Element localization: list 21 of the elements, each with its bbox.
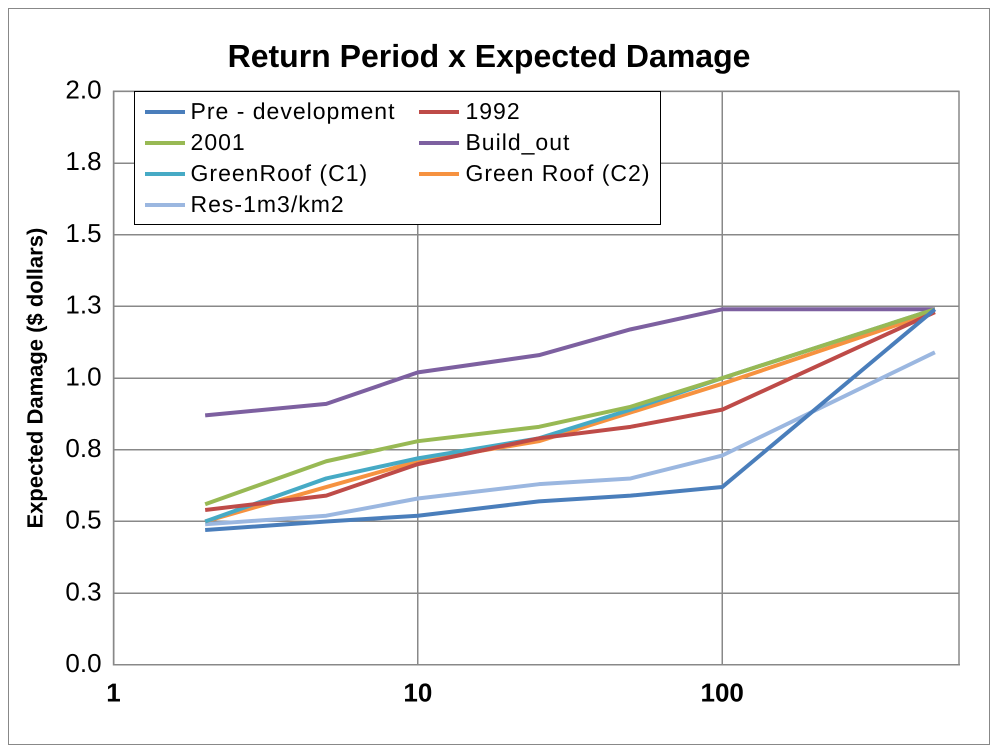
y-tick-label: 0.8: [65, 432, 102, 463]
y-tick-label: 1.0: [65, 361, 102, 392]
x-tick-label: 1: [106, 678, 121, 708]
y-tick-label: 0.0: [65, 648, 102, 678]
legend-label: Green Roof (C2): [465, 160, 650, 188]
legend-label: Pre - development: [190, 98, 396, 126]
y-tick-label: 2.0: [65, 74, 102, 105]
legend-label: GreenRoof (C1): [190, 160, 368, 188]
chart-title: Return Period x Expected Damage: [228, 38, 750, 74]
x-tick-label: 100: [700, 678, 744, 708]
y-tick-label: 1.8: [65, 146, 102, 176]
y-tick-label: 1.5: [65, 218, 102, 248]
y-tick-label: 0.3: [65, 576, 102, 606]
legend-label: Build_out: [465, 129, 570, 156]
y-tick-label: 1.3: [65, 290, 102, 320]
x-tick-label: 10: [403, 678, 432, 708]
legend-label: 2001: [190, 129, 246, 156]
legend-label: 1992: [465, 98, 521, 126]
y-axis-title: Expected Damage ($ dollars): [22, 228, 48, 528]
legend-label: Res-1m3/km2: [190, 191, 345, 218]
y-tick-label: 0.5: [65, 504, 102, 535]
